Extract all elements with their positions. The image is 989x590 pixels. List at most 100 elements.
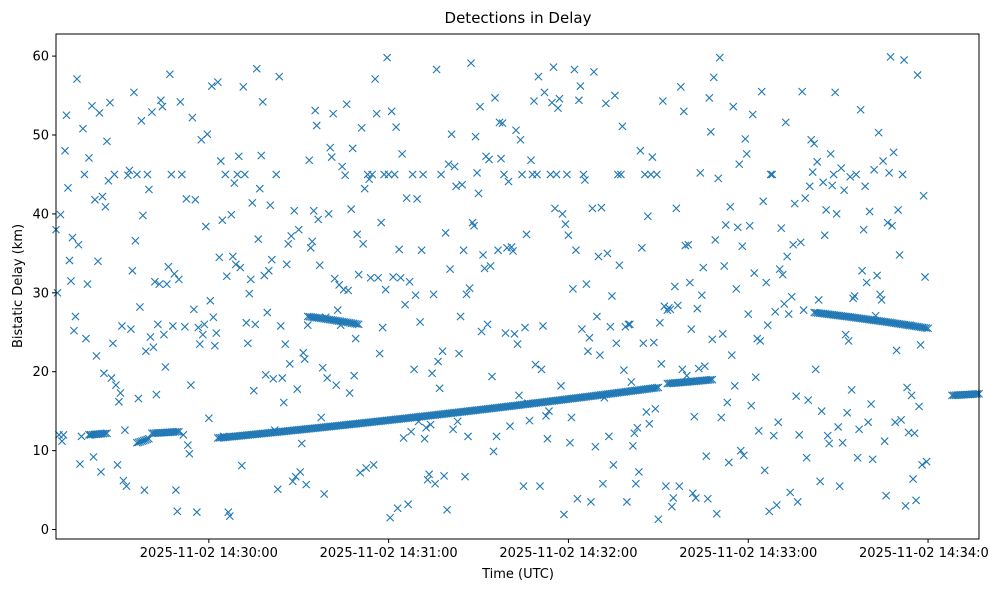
detection-point [868, 455, 877, 464]
x-axis-label: Time (UTC) [481, 567, 554, 582]
detection-point [565, 438, 574, 447]
detection-point [522, 230, 531, 239]
detection-point [473, 168, 482, 177]
detection-point [186, 381, 195, 390]
detection-point [874, 128, 883, 137]
detection-point [440, 471, 449, 480]
detection-point [589, 67, 598, 76]
detection-point [814, 295, 823, 304]
detection-point [179, 430, 188, 439]
detection-point [396, 273, 405, 282]
detection-point [401, 300, 410, 309]
detection-point [309, 206, 318, 215]
detection-point [344, 286, 353, 295]
detection-point [143, 170, 152, 179]
detection-point [216, 157, 225, 166]
detection-point [360, 184, 369, 193]
detection-point [882, 491, 891, 500]
detection-point [366, 273, 375, 282]
detection-point [83, 280, 92, 289]
detection-point [221, 170, 230, 179]
detection-point [600, 393, 609, 402]
detection-point [153, 320, 162, 329]
detection-point [485, 155, 494, 164]
detection-point [622, 497, 631, 506]
detection-point [498, 119, 507, 128]
detection-point [368, 170, 377, 179]
detection-point [552, 170, 561, 179]
detection-point [284, 239, 293, 248]
detection-point [285, 359, 294, 368]
detection-point [724, 458, 733, 467]
detection-point [762, 278, 771, 287]
y-tick-label: 30 [32, 286, 49, 301]
detection-point [613, 170, 622, 179]
detection-point [712, 509, 721, 518]
detection-point [861, 182, 870, 191]
detection-point [886, 52, 895, 61]
detection-point [386, 513, 395, 522]
detection-point [612, 339, 621, 348]
detection-point [314, 215, 323, 224]
detection-point [58, 437, 66, 446]
detection-point [123, 171, 132, 180]
detection-point [132, 170, 141, 179]
detection-point [742, 149, 751, 158]
detection-point [550, 204, 559, 213]
detection-point [559, 510, 568, 519]
detection-point [843, 408, 852, 417]
track-point [971, 390, 980, 399]
detection-point [526, 156, 535, 165]
track-point [101, 429, 110, 438]
detection-point [649, 338, 658, 347]
detection-point [651, 404, 660, 413]
detection-point [351, 334, 360, 343]
detection-point [500, 170, 509, 179]
detection-point [735, 160, 744, 169]
detection-point [921, 273, 930, 282]
detection-point [630, 429, 639, 438]
detection-point [152, 390, 161, 399]
detection-point [786, 488, 795, 497]
detection-point [709, 73, 718, 82]
detection-point [305, 156, 314, 165]
detection-point [756, 336, 765, 345]
detection-point [371, 74, 380, 83]
detection-point [789, 240, 798, 249]
detection-point [434, 357, 443, 366]
detection-point [354, 270, 363, 279]
detection-point [739, 451, 748, 460]
detection-point [615, 261, 624, 270]
detection-point [544, 407, 553, 416]
detection-point [458, 180, 467, 189]
detection-point [270, 426, 279, 435]
track-point [924, 324, 933, 333]
detection-point [744, 310, 753, 319]
detection-point [636, 146, 645, 155]
detection-point [159, 330, 168, 339]
detection-point [444, 160, 453, 169]
detection-point [777, 224, 786, 233]
chart-title: Detections in Delay [445, 9, 592, 27]
detection-point [111, 381, 120, 390]
detection-point [246, 275, 255, 284]
detection-point [714, 174, 723, 183]
track-point [922, 324, 931, 333]
detection-point [282, 260, 291, 269]
detection-point [411, 291, 420, 300]
detection-point [883, 218, 892, 227]
detection-point [492, 432, 501, 441]
detection-point [402, 194, 411, 203]
detection-point [573, 494, 582, 503]
detection-point [449, 425, 458, 434]
detection-point [792, 392, 801, 401]
detection-point [78, 124, 87, 133]
detection-point [372, 109, 381, 118]
detection-point [673, 301, 682, 310]
detection-point [488, 372, 497, 381]
detection-point [913, 71, 922, 80]
detection-point [738, 242, 747, 251]
detection-point [114, 397, 123, 406]
detection-point [841, 330, 850, 339]
